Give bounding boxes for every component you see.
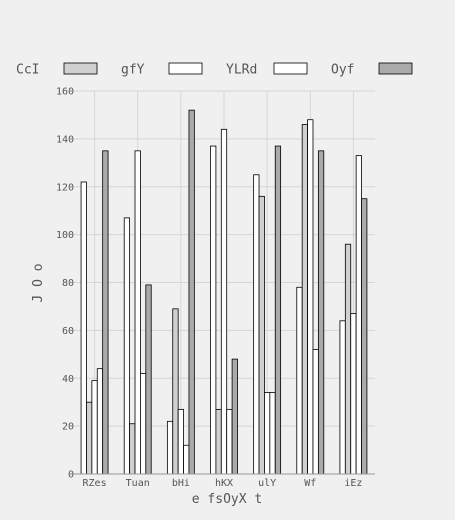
bar	[145, 284, 152, 475]
bar	[307, 119, 314, 475]
bar	[91, 380, 98, 475]
y-tick-label: 40	[62, 374, 74, 385]
x-tick-labels: RZes Tuan bHi hKX ulY Wf iEz	[83, 478, 363, 489]
legend-swatch	[273, 62, 308, 75]
x-tick-label: iEz	[344, 478, 362, 489]
bar	[269, 392, 276, 475]
legend-swatch	[378, 62, 413, 75]
legend-label: gfY	[121, 63, 145, 78]
bar	[134, 150, 141, 475]
bar	[96, 368, 104, 475]
bar	[296, 286, 303, 475]
bar	[183, 444, 190, 475]
y-tick-labels: 0 20 40 60 80 100 120 140 160	[56, 87, 74, 481]
bar	[258, 195, 265, 475]
y-tick-label: 80	[62, 278, 74, 289]
bar	[355, 155, 362, 475]
bar	[123, 217, 131, 475]
y-axis-title: J O o	[31, 263, 46, 302]
x-tick-label: hKX	[215, 478, 233, 489]
bar	[140, 373, 147, 475]
x-tick-label: bHi	[172, 478, 190, 489]
bar	[188, 109, 195, 475]
bar	[339, 320, 346, 475]
bar	[220, 128, 228, 475]
x-tick-label: Tuan	[126, 478, 150, 489]
legend-swatch	[63, 62, 98, 75]
bar	[210, 145, 217, 475]
legend-swatch	[168, 62, 203, 75]
x-tick-label: RZes	[83, 478, 107, 489]
bar	[166, 420, 174, 475]
y-tick-label: 0	[68, 470, 74, 481]
legend-label: YLRd	[226, 63, 257, 78]
bar	[80, 181, 87, 475]
y-tick-label: 100	[56, 230, 74, 241]
bar	[274, 145, 282, 475]
y-tick-label: 20	[62, 422, 74, 433]
bar	[264, 392, 271, 475]
bar	[172, 308, 179, 475]
bar	[177, 408, 184, 475]
bar	[86, 401, 93, 475]
bar	[102, 150, 109, 475]
y-tick-label: 140	[56, 134, 74, 145]
y-tick-label: 60	[62, 326, 74, 337]
legend: CcI gfY YLRd Oyf	[16, 62, 413, 78]
x-tick-label: ulY	[258, 478, 276, 489]
x-axis-title: e fsOyX t	[192, 492, 262, 507]
legend-label: CcI	[16, 63, 39, 78]
bar	[317, 150, 325, 475]
bar	[344, 243, 352, 475]
legend-label: Oyf	[331, 63, 354, 78]
bar	[129, 423, 136, 475]
bar	[350, 313, 357, 475]
y-tick-label: 120	[56, 182, 74, 193]
y-tick-label: 160	[56, 87, 74, 98]
bar	[231, 358, 238, 475]
bar	[253, 174, 260, 475]
x-tick-label: Wf	[304, 478, 316, 489]
bars	[80, 109, 368, 475]
bar	[301, 124, 308, 475]
bar	[215, 408, 222, 475]
bar	[226, 408, 233, 475]
bar	[361, 198, 368, 475]
bar	[312, 349, 319, 475]
